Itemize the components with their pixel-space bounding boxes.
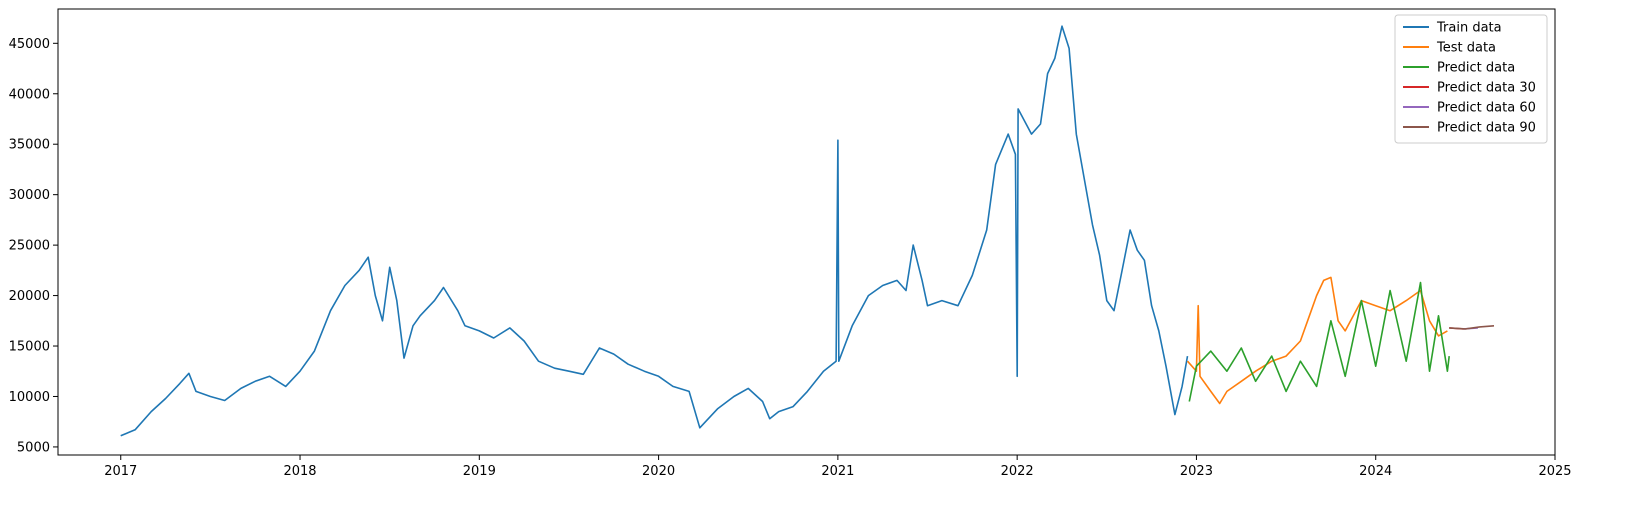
series-line-2	[1188, 281, 1450, 402]
legend-label: Predict data	[1437, 61, 1515, 76]
legend-label: Predict data 60	[1437, 101, 1536, 116]
series-line-1	[1186, 276, 1448, 405]
y-tick-label: 25000	[9, 239, 50, 254]
legend-label: Test data	[1436, 41, 1496, 56]
x-tick-label: 2020	[642, 464, 675, 479]
y-tick-label: 35000	[9, 138, 50, 153]
series-line-0	[120, 25, 1189, 437]
y-tick-label: 5000	[17, 440, 50, 455]
x-tick-label: 2025	[1538, 464, 1571, 479]
legend-box	[1394, 14, 1548, 144]
x-tick-label: 2021	[821, 464, 854, 479]
legend-label: Predict data 90	[1437, 121, 1536, 136]
y-tick-label: 10000	[9, 390, 50, 405]
y-tick-label: 20000	[9, 289, 50, 304]
y-tick-label: 40000	[9, 87, 50, 102]
legend: Train data Test data Predict data Predict d…	[1394, 14, 1548, 144]
legend-label: Train data	[1436, 21, 1502, 36]
legend-label: Predict data 30	[1437, 81, 1536, 96]
x-tick-label: 2023	[1180, 464, 1213, 479]
x-tick-label: 2022	[1001, 464, 1034, 479]
x-tick-label: 2024	[1359, 464, 1392, 479]
series-line-5	[1449, 325, 1495, 330]
x-tick-label: 2017	[104, 464, 137, 479]
x-axis: 2017 2018 2019 2020 2021 2022 2023 2024 2025	[104, 455, 1572, 479]
y-axis: 5000 10000 15000 20000 25000 30000 35000 40000 4…	[9, 37, 58, 455]
series-layer	[120, 25, 1495, 437]
x-tick-label: 2019	[463, 464, 496, 479]
y-tick-label: 45000	[9, 37, 50, 52]
y-tick-label: 30000	[9, 188, 50, 203]
x-tick-label: 2018	[283, 464, 316, 479]
plot-frame	[57, 8, 1556, 456]
y-tick-label: 15000	[9, 340, 50, 355]
